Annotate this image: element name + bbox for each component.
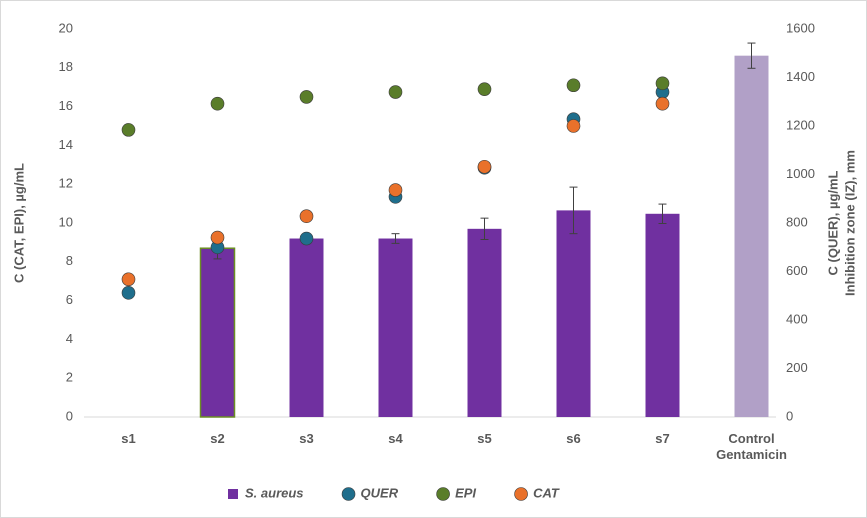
x-tick-label: Control Gentamicin <box>716 431 787 462</box>
x-tick-label: s6 <box>566 431 581 446</box>
x-tick-label: s1 <box>121 431 136 446</box>
bar <box>199 247 236 418</box>
y-tick-label: 18 <box>59 59 73 74</box>
y-tick-label: 20 <box>59 20 73 35</box>
scatter-point <box>121 286 136 300</box>
y-tick-label: 14 <box>59 137 73 152</box>
y-tick-label: 0 <box>66 408 73 423</box>
legend-swatch <box>514 487 528 501</box>
x-tick-label: s3 <box>299 431 314 446</box>
y-axis-title: C (CAT, EPI), µg/mL <box>11 163 26 283</box>
scatter-point <box>477 159 492 174</box>
y2-tick-label: 0 <box>786 408 793 423</box>
scatter-point <box>210 230 225 245</box>
scatter-point <box>299 231 314 246</box>
bar <box>645 213 680 417</box>
scatter-point <box>121 272 136 287</box>
legend-label: CAT <box>533 485 560 500</box>
x-tick-label: s7 <box>655 431 670 446</box>
y-tick-label: 4 <box>66 331 73 346</box>
scatter-point <box>121 123 136 137</box>
y2-tick-label: 400 <box>786 311 808 326</box>
y-tick-label: 8 <box>66 253 73 268</box>
x-tick-label: s2 <box>210 431 225 446</box>
y2-axis-title: Inhibition zone (IZ), mm <box>842 150 857 296</box>
bar <box>556 210 591 417</box>
y2-axis-title: C (QUER), µg/mL <box>825 170 840 275</box>
scatter-point <box>655 76 670 91</box>
y2-tick-label: 600 <box>786 263 808 278</box>
y-tick-label: 10 <box>59 214 73 229</box>
legend-label: EPI <box>455 485 476 500</box>
bar <box>378 238 413 417</box>
legend-label: S. aureus <box>245 485 304 500</box>
scatter-point <box>388 85 403 99</box>
y2-tick-label: 200 <box>786 360 808 375</box>
bar <box>734 55 769 418</box>
legend-swatch <box>436 487 450 501</box>
legend-swatch <box>341 487 356 501</box>
y2-tick-label: 1400 <box>786 69 815 84</box>
bar <box>289 238 324 417</box>
y-tick-label: 12 <box>59 176 73 191</box>
legend-swatch <box>228 489 238 499</box>
scatter-point <box>655 96 670 111</box>
y-tick-label: 16 <box>59 98 73 113</box>
y2-tick-label: 800 <box>786 214 808 229</box>
scatter-point <box>210 96 225 111</box>
x-tick-label: s5 <box>477 431 492 446</box>
scatter-point <box>566 78 581 93</box>
scatter-point <box>299 209 314 224</box>
scatter-point <box>299 90 314 104</box>
legend-label: QUER <box>361 485 399 500</box>
y-tick-label: 2 <box>66 370 73 385</box>
scatter-point <box>566 119 581 133</box>
y2-tick-label: 1000 <box>786 166 815 181</box>
x-tick-label: s4 <box>388 431 403 446</box>
scatter-point <box>477 82 492 96</box>
scatter-point <box>388 183 403 197</box>
y2-tick-label: 1200 <box>786 117 815 132</box>
bar <box>467 228 502 417</box>
y-tick-label: 6 <box>66 292 73 307</box>
y2-tick-label: 1600 <box>786 20 815 35</box>
